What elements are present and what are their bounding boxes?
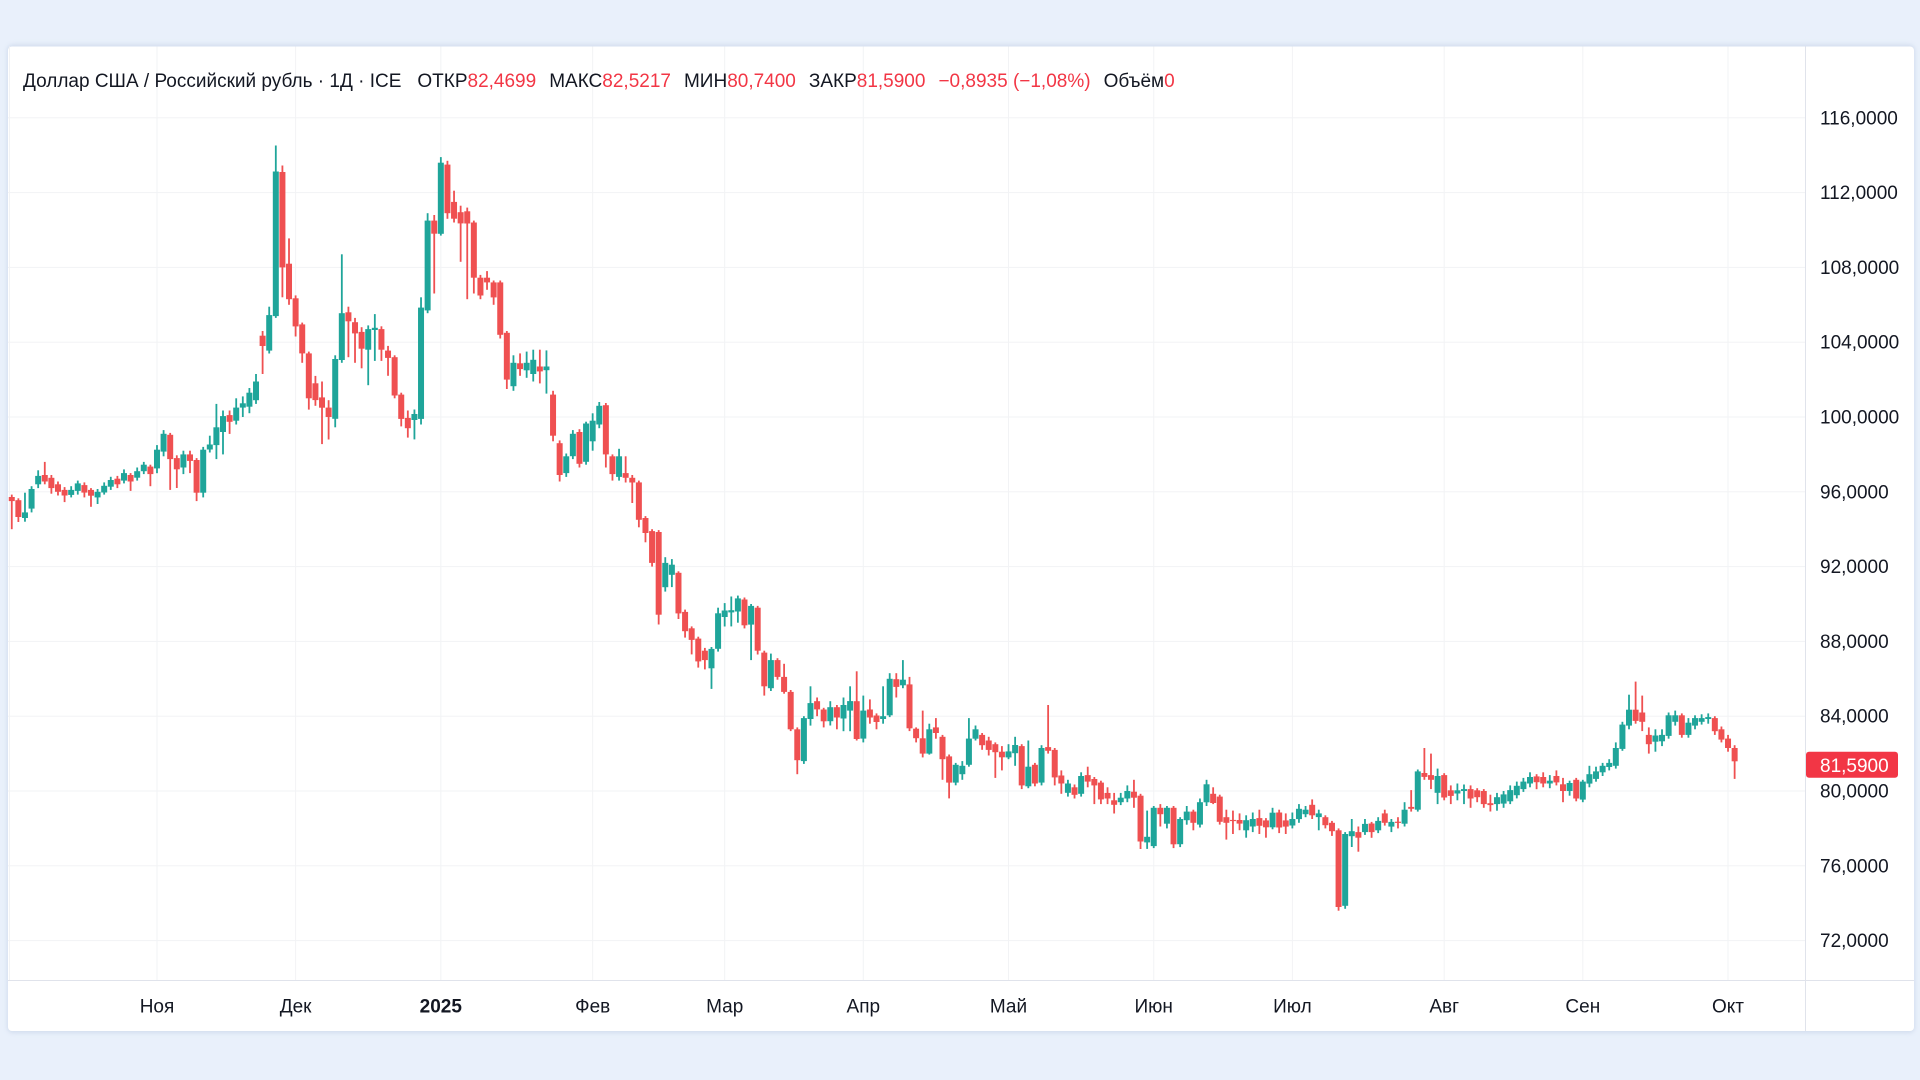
svg-text:Окт: Окт [1712, 997, 1744, 1018]
svg-text:Апр: Апр [847, 997, 881, 1018]
svg-text:Ноя: Ноя [140, 997, 175, 1018]
svg-text:Фев: Фев [575, 997, 610, 1018]
svg-text:112,0000: 112,0000 [1820, 183, 1898, 204]
svg-text:108,0000: 108,0000 [1820, 258, 1899, 279]
svg-text:88,0000: 88,0000 [1820, 632, 1889, 653]
svg-text:Авг: Авг [1429, 997, 1459, 1018]
svg-text:116,0000: 116,0000 [1820, 108, 1898, 129]
svg-text:84,0000: 84,0000 [1820, 707, 1889, 728]
svg-text:81,5900: 81,5900 [1820, 756, 1889, 777]
svg-text:Дек: Дек [280, 997, 312, 1018]
svg-text:80,0000: 80,0000 [1820, 782, 1889, 803]
svg-text:2025: 2025 [420, 997, 463, 1018]
svg-text:Доллар США / Российский рубль: Доллар США / Российский рубль · 1Д · ICE… [23, 71, 1175, 92]
svg-text:92,0000: 92,0000 [1820, 557, 1889, 578]
svg-text:100,0000: 100,0000 [1820, 408, 1899, 429]
svg-text:76,0000: 76,0000 [1820, 856, 1889, 877]
svg-text:Сен: Сен [1565, 997, 1600, 1018]
svg-text:Июл: Июл [1273, 997, 1312, 1018]
svg-text:Июн: Июн [1134, 997, 1172, 1018]
svg-text:104,0000: 104,0000 [1820, 333, 1899, 354]
svg-text:72,0000: 72,0000 [1820, 931, 1889, 952]
svg-text:96,0000: 96,0000 [1820, 482, 1889, 503]
svg-text:Мар: Мар [706, 997, 743, 1018]
svg-text:Май: Май [990, 997, 1027, 1018]
